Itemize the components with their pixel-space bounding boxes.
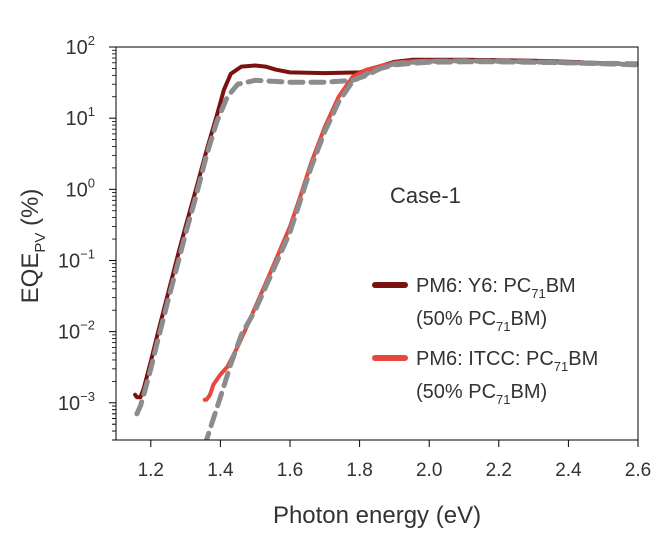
y-axis-label-sub: PV [32,233,49,253]
series-line-2 [134,58,638,417]
x-tick-label: 2.0 [416,460,442,481]
y-tick-label: 102 [66,33,95,59]
x-tick-label: 2.2 [486,460,512,481]
legend: PM6: Y6: PC71BM (50% PC71BM) PM6: ITCC: PC… [372,275,598,407]
x-tick-label: 2.4 [555,460,582,481]
svg-text:EQEPV (%): EQEPV (%) [17,189,49,304]
series-line-1 [133,57,638,400]
y-tick-label: 10−1 [58,246,95,272]
series-line-4 [203,59,638,440]
y-axis-label-unit: (%) [17,189,44,233]
y-axis-label-main: EQE [17,253,44,304]
x-tick-label: 1.2 [138,460,164,481]
x-tick-label: 1.4 [207,460,234,481]
plot-frame [115,46,639,441]
legend-label-1-line-1: PM6: Y6: PC71BM [416,275,576,301]
x-tick-label: 2.6 [625,460,651,481]
legend-label-2-line-2: (50% PC71BM) [416,381,547,407]
legend-label-1-line-2: (50% PC71BM) [416,308,547,334]
x-tick-label: 1.8 [346,460,372,481]
y-axis-label: EQEPV (%) [17,189,49,304]
x-axis-label: Photon energy (eV) [273,502,481,529]
annotation-case-label: Case-1 [390,183,461,208]
y-tick-label: 100 [66,175,95,201]
y-tick-label: 10−2 [58,318,95,344]
y-tick-label: 10−3 [58,389,95,415]
x-tick-label: 1.6 [277,460,303,481]
legend-label-2-line-1: PM6: ITCC: PC71BM [416,348,598,374]
y-tick-label: 101 [66,104,95,130]
